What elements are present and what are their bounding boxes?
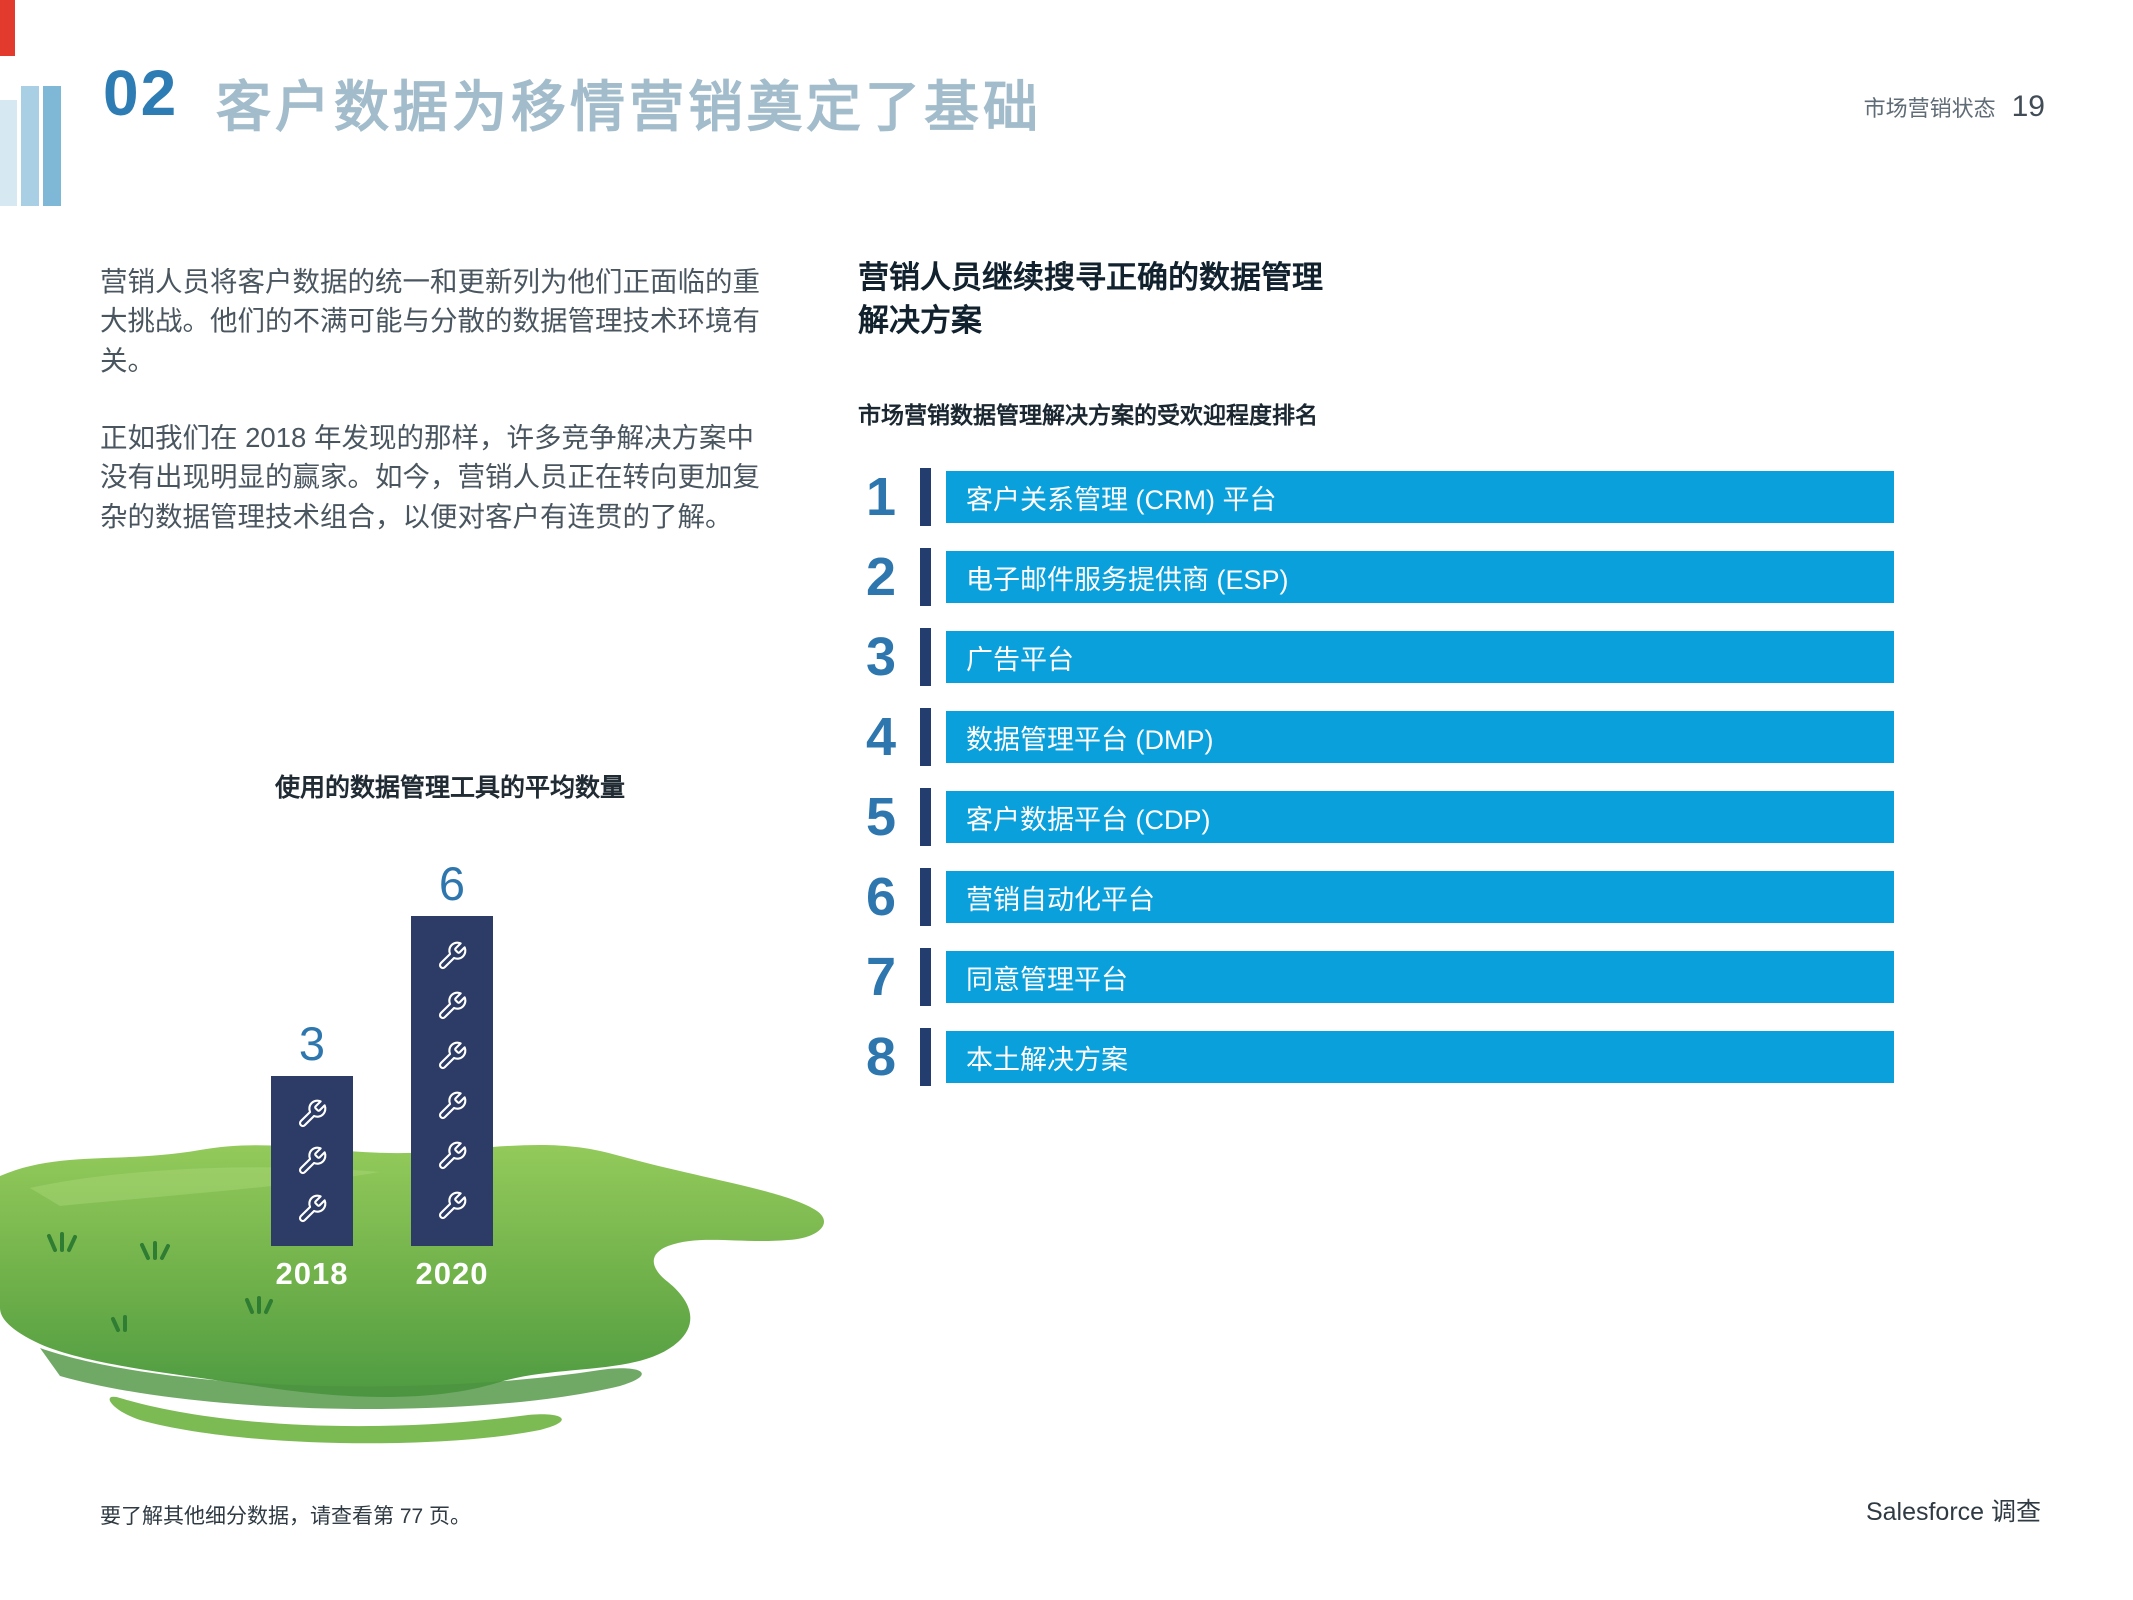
rank-label: 客户数据平台 (CDP) — [966, 804, 1211, 835]
rank-label: 营销自动化平台 — [966, 884, 1155, 915]
bar-2018 — [271, 1076, 353, 1246]
bar-label-2020: 2020 — [415, 1256, 489, 1291]
rank-number: 1 — [865, 467, 897, 527]
rank-bar: 同意管理平台 — [946, 951, 1894, 1003]
ranking-subheading: 市场营销数据管理解决方案的受欢迎程度排名 — [858, 402, 1318, 428]
bar-2020 — [411, 916, 493, 1246]
rank-tick — [920, 1028, 931, 1086]
rank-tick — [920, 788, 931, 846]
decorative-stripe-2 — [21, 86, 39, 206]
bar-value-2020: 6 — [438, 857, 466, 910]
ranking-row: 2 电子邮件服务提供商 (ESP) — [852, 548, 1894, 606]
page-number: 19 — [2011, 90, 2045, 123]
rank-number: 7 — [865, 947, 897, 1007]
footer-note: 要了解其他细分数据，请查看第 77 页。 — [100, 1505, 472, 1528]
wrench-icon — [438, 991, 467, 1020]
rank-label: 电子邮件服务提供商 (ESP) — [966, 564, 1289, 595]
rank-tick — [920, 948, 931, 1006]
rank-tick — [920, 628, 931, 686]
grass-illustration — [0, 1144, 825, 1444]
rank-bar: 数据管理平台 (DMP) — [946, 711, 1894, 763]
decorative-stripe-1 — [0, 100, 17, 206]
rank-number: 2 — [865, 547, 897, 607]
ranking-heading: 营销人员继续搜寻正确的数据管理解决方案 — [858, 260, 1323, 339]
ranking-row: 5 客户数据平台 (CDP) — [852, 788, 1894, 846]
rank-tick — [920, 468, 931, 526]
rank-bar: 客户数据平台 (CDP) — [946, 791, 1894, 843]
intro-paragraph-2: 正如我们在 2018 年发现的那样，许多竞争解决方案中没有出现明显的赢家。如今，… — [100, 421, 760, 532]
ranking-row: 4 数据管理平台 (DMP) — [852, 708, 1894, 766]
corner-accent-red — [0, 0, 15, 56]
rank-number: 4 — [865, 707, 897, 767]
header-page-indicator: 市场营销状态 19 — [1864, 90, 2045, 124]
rank-label: 广告平台 — [966, 644, 1074, 675]
footer-source: Salesforce 调查 — [1865, 1498, 2041, 1526]
ranking-row: 1 客户关系管理 (CRM) 平台 — [852, 468, 1894, 526]
rank-bar: 营销自动化平台 — [946, 871, 1894, 923]
ranking-row: 6 营销自动化平台 — [852, 868, 1894, 926]
wrench-icon — [438, 941, 467, 970]
rank-tick — [920, 868, 931, 926]
rank-bar: 电子邮件服务提供商 (ESP) — [946, 551, 1894, 603]
wrench-icon — [298, 1146, 327, 1175]
rank-label: 客户关系管理 (CRM) 平台 — [966, 484, 1277, 515]
report-name: 市场营销状态 — [1863, 96, 1996, 121]
rank-bar: 本土解决方案 — [946, 1031, 1894, 1083]
bar-group-2020: 6 2020 — [392, 858, 512, 1292]
rank-number: 8 — [865, 1027, 897, 1087]
rank-bar: 客户关系管理 (CRM) 平台 — [946, 471, 1894, 523]
rank-tick — [920, 548, 931, 606]
bar-group-2018: 3 2018 — [252, 1018, 372, 1292]
rank-number: 6 — [865, 867, 897, 927]
rank-label: 数据管理平台 (DMP) — [966, 724, 1214, 755]
ranking-row: 8 本土解决方案 — [852, 1028, 1894, 1086]
rank-label: 同意管理平台 — [966, 964, 1128, 995]
rank-bar: 广告平台 — [946, 631, 1894, 683]
wrench-icon — [438, 1141, 467, 1170]
rank-number: 3 — [865, 627, 897, 687]
bar-label-2018: 2018 — [275, 1256, 349, 1291]
wrench-icon — [438, 1091, 467, 1120]
page-title: 客户数据为移情营销奠定了基础 — [216, 76, 1043, 138]
section-number: 02 — [103, 57, 179, 129]
intro-section: 营销人员将客户数据的统一和更新列为他们正面临的重大挑战。他们的不满可能与分散的数… — [100, 262, 762, 574]
rank-tick — [920, 708, 931, 766]
rank-label: 本土解决方案 — [966, 1044, 1128, 1075]
wrench-icon — [298, 1194, 327, 1222]
wrench-icon — [298, 1099, 327, 1127]
ranking-row: 7 同意管理平台 — [852, 948, 1894, 1006]
bar-value-2018: 3 — [298, 1017, 326, 1070]
ranking-row: 3 广告平台 — [852, 628, 1894, 686]
chart-title: 使用的数据管理工具的平均数量 — [274, 774, 625, 802]
decorative-stripe-3 — [43, 86, 61, 206]
ranking-list: 1 客户关系管理 (CRM) 平台 2 电子邮件服务提供商 (ESP) 3 广告… — [852, 468, 1894, 1108]
wrench-icon — [438, 1191, 467, 1220]
rank-number: 5 — [865, 787, 897, 847]
wrench-icon — [438, 1041, 467, 1070]
intro-paragraph-1: 营销人员将客户数据的统一和更新列为他们正面临的重大挑战。他们的不满可能与分散的数… — [100, 266, 760, 376]
